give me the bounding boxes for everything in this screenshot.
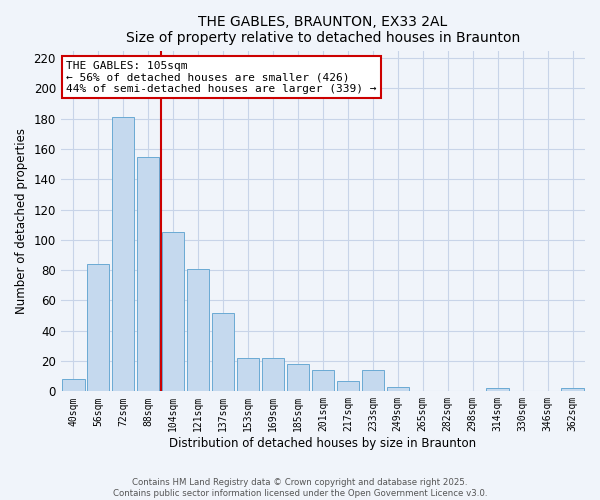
- Bar: [287, 364, 309, 392]
- Bar: [112, 117, 134, 392]
- Bar: [137, 156, 160, 392]
- Bar: [386, 387, 409, 392]
- Bar: [212, 312, 234, 392]
- Bar: [487, 388, 509, 392]
- Y-axis label: Number of detached properties: Number of detached properties: [15, 128, 28, 314]
- Bar: [62, 379, 85, 392]
- Bar: [87, 264, 109, 392]
- Bar: [561, 388, 584, 392]
- Bar: [237, 358, 259, 392]
- Text: THE GABLES: 105sqm
← 56% of detached houses are smaller (426)
44% of semi-detach: THE GABLES: 105sqm ← 56% of detached hou…: [66, 61, 377, 94]
- Bar: [311, 370, 334, 392]
- Bar: [262, 358, 284, 392]
- Text: Contains HM Land Registry data © Crown copyright and database right 2025.
Contai: Contains HM Land Registry data © Crown c…: [113, 478, 487, 498]
- X-axis label: Distribution of detached houses by size in Braunton: Distribution of detached houses by size …: [169, 437, 476, 450]
- Bar: [187, 268, 209, 392]
- Bar: [162, 232, 184, 392]
- Bar: [337, 380, 359, 392]
- Bar: [362, 370, 384, 392]
- Title: THE GABLES, BRAUNTON, EX33 2AL
Size of property relative to detached houses in B: THE GABLES, BRAUNTON, EX33 2AL Size of p…: [126, 15, 520, 45]
